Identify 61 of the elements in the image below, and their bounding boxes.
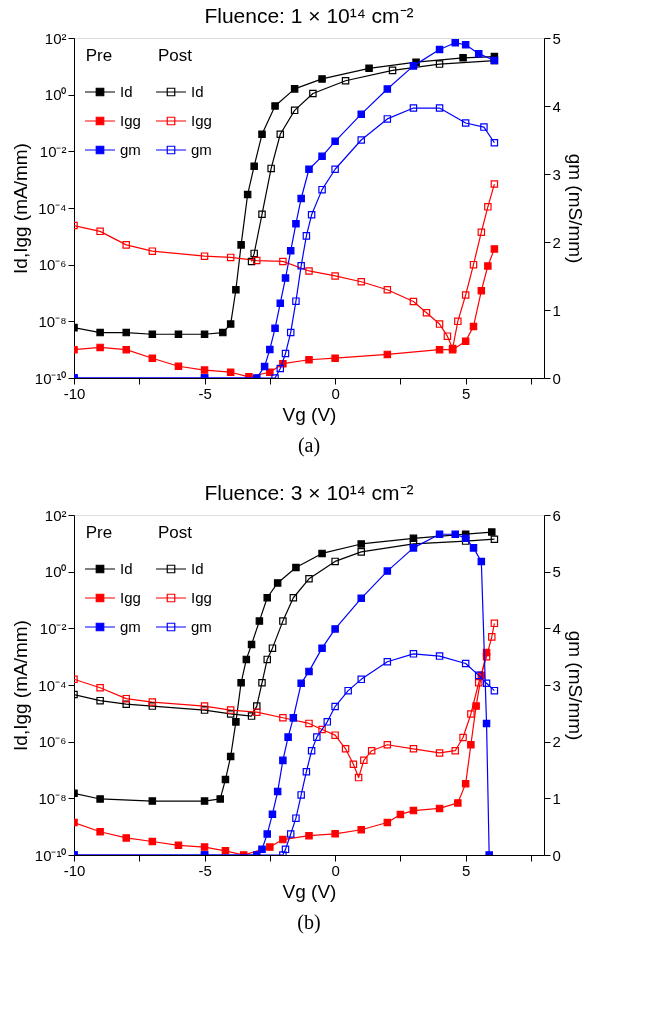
y2-tick-label: 0 [552,369,561,387]
y-tick-label: 10⁻⁶ [38,256,67,274]
legend-label: Igg [191,112,212,129]
y2-tick-label: 3 [552,676,561,694]
x-tick-label: 5 [461,861,471,879]
y-tick-label: 10² [44,29,67,47]
y-tick-label: 10⁻⁶ [38,733,67,751]
x-tick-label: 0 [331,861,340,879]
legend-label: Igg [120,589,141,606]
y-tick-label: 10⁻² [39,619,67,637]
legend-label: Id [191,83,204,100]
legend-label: gm [120,618,141,635]
x-tick-label: -5 [198,384,212,402]
y2-tick-label: 6 [552,506,561,524]
legend-label: gm [191,618,212,635]
y-tick-label: 10⁻⁸ [38,312,67,330]
y-axis-title: Id,Igg (mA/mm) [9,620,31,751]
y-tick-label: 10⁻² [39,142,67,160]
legend-label: gm [191,141,212,158]
chart-title: Fluence: 3 × 10¹⁴ cm⁻² [204,481,414,504]
y-axis-title: Id,Igg (mA/mm) [9,143,31,274]
legend-label: Id [120,560,133,577]
annotation: Post [157,46,193,65]
y2-tick-label: 1 [552,301,561,319]
y2-axis-title: gm (mS/mm) [564,630,586,741]
y-tick-label: 10⁻⁸ [38,789,67,807]
annotation: Pre [85,523,113,542]
y2-tick-label: 4 [552,619,561,637]
y2-axis-title: gm (mS/mm) [564,153,586,264]
y2-tick-label: 1 [552,789,561,807]
y2-tick-label: 3 [552,165,561,183]
legend-label: gm [120,141,141,158]
y-tick-label: 10² [44,506,67,524]
legend-label: Igg [191,589,212,606]
x-axis-title: Vg (V) [282,403,337,425]
y-tick-label: 10⁰ [44,563,67,581]
text: (a) [297,434,321,457]
x-tick-label: 0 [331,384,340,402]
y2-tick-label: 5 [552,29,561,47]
y-tick-label: 10⁻⁴ [38,199,67,217]
legend-label: Id [120,83,133,100]
x-tick-label: -10 [63,861,86,879]
text: (b) [297,911,321,934]
y2-tick-label: 5 [552,563,561,581]
x-tick-label: -5 [198,861,212,879]
legend-label: Igg [120,112,141,129]
y2-tick-label: 2 [552,733,561,751]
y-tick-label: 10⁻¹⁰ [34,369,67,387]
legend-label: Id [191,560,204,577]
x-tick-label: -10 [63,384,86,402]
y2-tick-label: 2 [552,233,561,251]
y-tick-label: 10⁻⁴ [38,676,67,694]
x-axis-title: Vg (V) [282,880,337,902]
y2-tick-label: 0 [552,846,561,864]
annotation: Pre [85,46,113,65]
y-tick-label: 10⁰ [44,86,67,104]
x-tick-label: 5 [461,384,471,402]
annotation: Post [157,523,193,542]
chart-title: Fluence: 1 × 10¹⁴ cm⁻² [204,4,414,27]
y2-tick-label: 4 [552,97,561,115]
y-tick-label: 10⁻¹⁰ [34,846,67,864]
